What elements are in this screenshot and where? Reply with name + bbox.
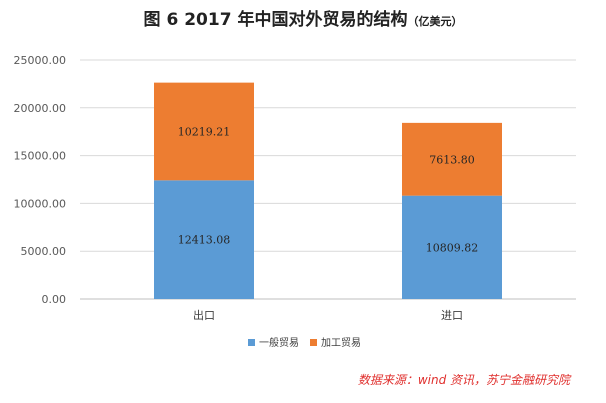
bar-general-trade [402, 195, 502, 299]
legend-swatch [310, 339, 317, 346]
y-tick-label: 15000.00 [14, 150, 67, 163]
y-tick-label: 10000.00 [14, 197, 67, 210]
bars: 12413.08 10219.21 10809.82 7613.80 [154, 82, 502, 299]
y-tick-label: 0.00 [42, 293, 67, 306]
x-tick-label: 出口 [193, 308, 215, 322]
legend-swatch [248, 339, 255, 346]
legend: 一般贸易 加工贸易 [248, 336, 361, 349]
y-axis-tick-labels: 0.00 5000.00 10000.00 15000.00 20000.00 25000… [14, 54, 67, 306]
bar-processing-trade [402, 122, 502, 196]
data-label: 10809.82 [426, 241, 479, 254]
data-label: 7613.80 [429, 153, 475, 166]
legend-label: 一般贸易 [259, 336, 299, 349]
y-tick-label: 20000.00 [14, 102, 67, 115]
x-tick-label: 进口 [441, 309, 463, 322]
data-label: 10219.21 [178, 125, 231, 138]
y-tick-label: 5000.00 [21, 245, 67, 258]
bar-general-trade [154, 180, 254, 299]
y-tick-label: 25000.00 [14, 54, 67, 67]
source-note: 数据来源：wind 资讯，苏宁金融研究院 [357, 373, 570, 387]
data-label: 12413.08 [178, 234, 231, 247]
bar-processing-trade [154, 82, 254, 181]
chart-title: 图 6 2017 年中国对外贸易的结构（亿美元） [0, 5, 606, 30]
chart-title-text: 图 6 2017 年中国对外贸易的结构 [143, 10, 408, 30]
chart-title-unit: （亿美元） [407, 15, 463, 28]
legend-label: 加工贸易 [321, 337, 361, 349]
x-axis-tick-labels: 出口 进口 [193, 308, 463, 322]
